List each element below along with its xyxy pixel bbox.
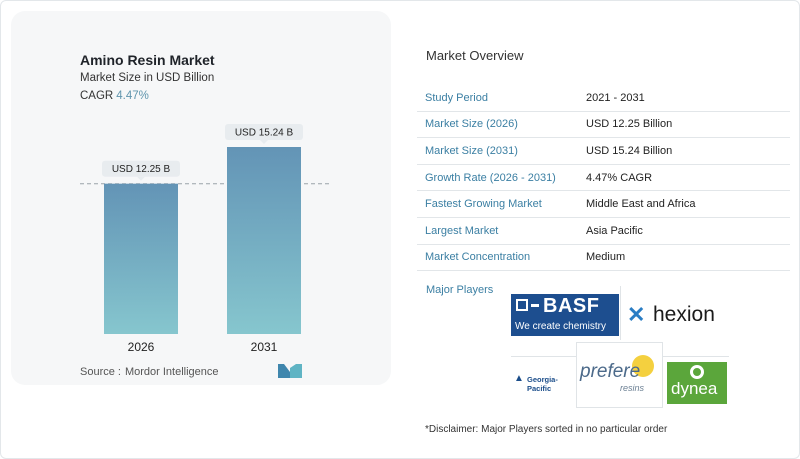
chart-card (11, 11, 391, 385)
overview-row: Growth Rate (2026 - 2031) 4.47% CAGR (417, 165, 790, 192)
chart-title: Amino Resin Market (80, 52, 215, 68)
gp-logo-name: Georgia-Pacific (527, 375, 558, 393)
bar-chart: USD 12.25 B 2026 USD 15.24 B 2031 (80, 124, 330, 354)
dynea-logo: dynea (667, 362, 727, 404)
data-label-pointer (137, 176, 145, 181)
dynea-ring-icon (690, 365, 704, 379)
mordor-logo-icon (278, 364, 302, 378)
overview-row: Fastest Growing Market Middle East and A… (417, 191, 790, 218)
overview-key: Study Period (425, 91, 488, 104)
overview-value: 2021 - 2031 (586, 91, 645, 104)
prefere-circle-icon (632, 355, 654, 377)
overview-row: Market Size (2026) USD 12.25 Billion (417, 112, 790, 139)
data-label-pointer (260, 140, 268, 144)
basf-logo: BASF We create chemistry (511, 294, 619, 336)
source-value: Mordor Intelligence (124, 366, 219, 378)
overview-key: Market Size (2026) (425, 118, 518, 131)
cagr-line: CAGR 4.47% (80, 90, 149, 102)
logo-divider (620, 286, 621, 340)
prefere-logo-box (576, 342, 663, 408)
prefere-logo: prefere resins (580, 355, 662, 395)
overview-key: Fastest Growing Market (425, 198, 542, 211)
basf-square-icon (516, 299, 528, 311)
basf-logo-tagline: We create chemistry (515, 321, 606, 332)
overview-value: Medium (586, 251, 626, 264)
basf-dash-icon (531, 304, 539, 307)
disclaimer: *Disclaimer: Major Players sorted in no … (425, 424, 668, 435)
data-label: USD 12.25 B (112, 164, 171, 175)
overview-key: Market Concentration (425, 251, 531, 264)
chart-subtitle: Market Size in USD Billion (80, 72, 215, 84)
overview-key: Growth Rate (2026 - 2031) (425, 171, 556, 184)
georgia-pacific-logo: ▲ Georgia-Pacific (514, 373, 576, 393)
source-line: Source : Mordor Intelligence (80, 366, 219, 378)
hexion-x-icon: ✕ (627, 302, 646, 327)
bar (104, 183, 178, 334)
overview-row: Largest Market Asia Pacific (417, 218, 790, 245)
data-label-bg (102, 160, 180, 177)
prefere-logo-name: prefere (580, 361, 641, 382)
cagr-label: CAGR (80, 90, 114, 102)
overview-row: Market Concentration Medium (417, 245, 790, 272)
cagr-value: 4.47% (116, 90, 149, 102)
overview-value: Asia Pacific (586, 224, 643, 237)
overview-key: Largest Market (425, 224, 499, 237)
data-label-bg (225, 124, 303, 140)
bar (227, 147, 301, 334)
overview-title: Market Overview (426, 48, 524, 63)
overview-table: Study Period 2021 - 2031 Market Size (20… (417, 85, 790, 272)
prefere-logo-sub: resins (620, 383, 645, 393)
x-tick-label: 2026 (128, 340, 155, 354)
dynea-logo-name: dynea (671, 379, 718, 398)
overview-row: Study Period 2021 - 2031 (417, 85, 790, 112)
basf-logo-name: BASF (543, 295, 600, 317)
major-players-label: Major Players (426, 284, 494, 296)
overview-value: Middle East and Africa (586, 198, 696, 211)
gp-mark-icon: ▲ (514, 373, 524, 384)
overview-key: Market Size (2031) (425, 144, 518, 157)
x-tick-label: 2031 (251, 340, 278, 354)
data-label: USD 15.24 B (235, 128, 294, 139)
hexion-logo: ✕ hexion (625, 299, 728, 331)
overview-value: 4.47% CAGR (586, 171, 653, 184)
overview-value: USD 12.25 Billion (586, 118, 673, 131)
hexion-logo-name: hexion (653, 303, 715, 326)
source-label: Source : (80, 366, 121, 378)
overview-value: USD 15.24 Billion (586, 144, 673, 157)
overview-row: Market Size (2031) USD 15.24 Billion (417, 138, 790, 165)
